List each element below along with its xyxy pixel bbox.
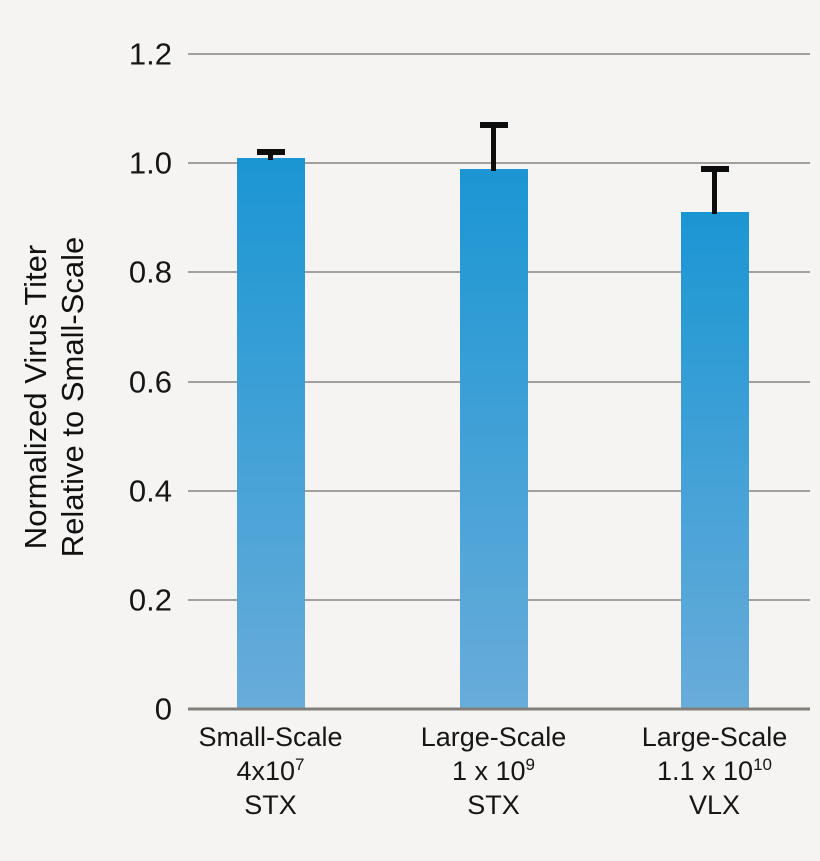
error-bar-cap: [256, 149, 285, 156]
y-tick-label: 1.0: [128, 145, 172, 181]
y-tick-label: 0: [154, 691, 172, 727]
error-bar-stem: [268, 152, 273, 160]
x-label-titer-exponent: 7: [295, 755, 305, 774]
bar: [236, 157, 305, 709]
x-label-scale: Large-Scale: [641, 722, 788, 752]
y-tick-label: 0.6: [128, 364, 172, 399]
x-label-vector: STX: [467, 790, 520, 820]
x-axis-baseline: [188, 707, 810, 711]
x-label-scale: Large-Scale: [420, 722, 567, 752]
bars-layer: [188, 54, 810, 709]
y-tick-label: 0.8: [128, 254, 172, 290]
x-label-titer-exponent: 9: [525, 755, 536, 774]
x-label-titer: 1.1 x 1010: [657, 755, 772, 786]
x-label-titer: 1 x 109: [451, 755, 536, 786]
error-bar-cap: [700, 165, 729, 172]
error-bar-cap: [479, 121, 508, 128]
x-label-vector: STX: [244, 790, 297, 820]
bar: [459, 168, 528, 709]
y-tick-label: 0.2: [128, 582, 172, 618]
y-tick-label: 0.4: [128, 473, 172, 509]
error-bar-stem: [712, 168, 717, 215]
x-label-titer-exponent: 10: [753, 755, 772, 774]
bar: [680, 212, 749, 709]
plot-area: [188, 53, 810, 711]
x-axis-labels: Small-Scale 4x107 STX Large-Scale 1 x 109 STX…: [188, 720, 810, 830]
x-label-vector: VLX: [688, 790, 741, 820]
x-category-label: Small-Scale 4x107 STX: [198, 720, 342, 822]
y-tick-label: 1.2: [128, 36, 172, 72]
gridline: [188, 162, 810, 165]
x-category-label: Large-Scale 1 x 109 STX: [421, 720, 567, 822]
gridline: [188, 53, 810, 55]
x-label-scale: Small-Scale: [198, 722, 343, 752]
error-bar-stem: [491, 124, 496, 171]
x-category-label: Large-Scale 1.1 x 1010 VLX: [642, 720, 788, 822]
y-axis-tick-labels: 0 0.2 0.4 0.6 0.8 1.0 1.2: [0, 39, 172, 725]
x-label-titer: 4x107: [236, 755, 305, 786]
